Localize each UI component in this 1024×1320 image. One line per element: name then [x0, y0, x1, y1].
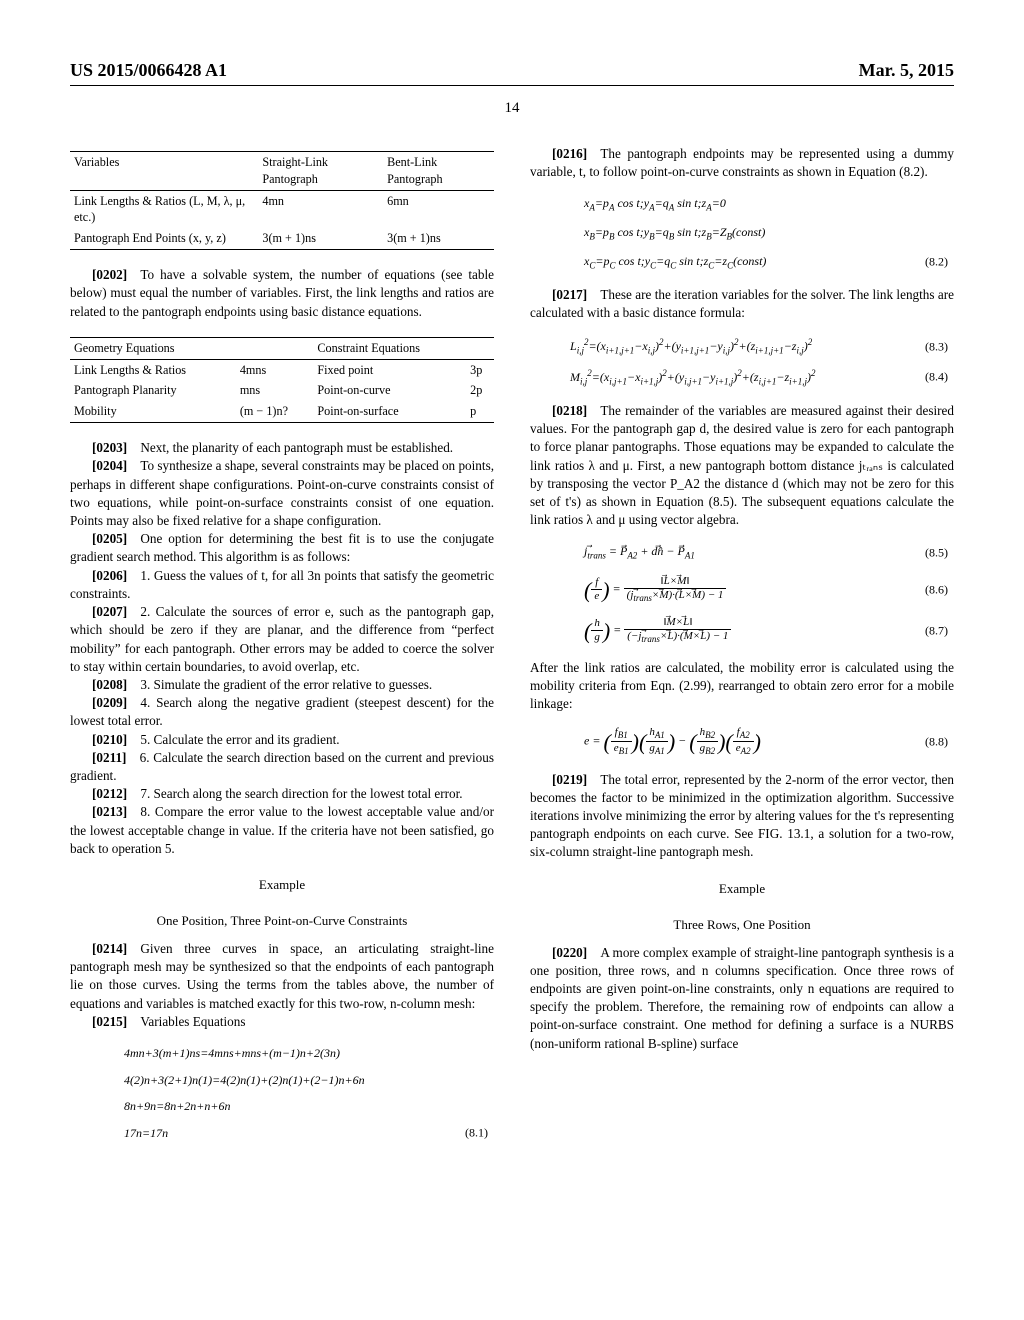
t2-h3 — [466, 337, 494, 359]
para-0211: [0211] 6. Calculate the search direction… — [70, 749, 494, 785]
eq82-line2: xB=pB cos t;yB=qB sin t;zB=ZB(const) — [584, 224, 954, 243]
para-0213: [0213] 8. Compare the error value to the… — [70, 803, 494, 858]
para-0218: [0218] The remainder of the variables ar… — [530, 402, 954, 530]
variables-table-1: Variables Straight-Link Pantograph Bent-… — [70, 151, 494, 250]
equation-8-5: jtrans = PA2 + dn̂ − PA1 (8.5) (fe) = ‖L… — [584, 543, 954, 644]
example-heading-1: Example — [70, 876, 494, 894]
eq82-line1: xA=pA cos t;yA=qA sin t;zA=0 — [584, 195, 954, 214]
t2-r0c0: Link Lengths & Ratios — [70, 359, 236, 380]
eq86-number: (8.6) — [925, 582, 948, 599]
page-number: 14 — [70, 100, 954, 117]
right-column: [0216] The pantograph endpoints may be r… — [530, 145, 954, 1155]
t2-h0: Geometry Equations — [70, 337, 236, 359]
eq81-line2: 4(2)n+3(2+1)n(1)=4(2)n(1)+(2)n(1)+(2−1)n… — [124, 1072, 494, 1089]
eq84-line: Mi,j2=(xi,j+1−xi+1,j)2+(yi,j+1−yi+1,j)2+… — [570, 367, 954, 388]
geometry-table-2: Geometry Equations Constraint Equations … — [70, 337, 494, 423]
t1-r0c1: 4mn — [258, 190, 383, 228]
para-0208: [0208] 3. Simulate the gradient of the e… — [70, 676, 494, 694]
t1-r1c0: Pantograph End Points (x, y, z) — [70, 228, 258, 249]
equation-8-8: e = (fB1eB1)(hA1gA1) − (hB2gB2)(fA2eA2) … — [584, 727, 954, 756]
eq87-line: (hg) = ‖M×L‖(−jtrans×L)·(M×L) − 1 (8.7) — [584, 617, 954, 644]
para-0210: [0210] 5. Calculate the error and its gr… — [70, 731, 494, 749]
eq85-number: (8.5) — [925, 545, 948, 562]
eq88-number: (8.8) — [925, 734, 948, 751]
t2-r2c3: p — [466, 401, 494, 422]
example-heading-2: Example — [530, 880, 954, 898]
eq81-number: (8.1) — [465, 1125, 488, 1142]
t1-h2: Bent-Link Pantograph — [383, 152, 494, 191]
para-0207: [0207] 2. Calculate the sources of error… — [70, 603, 494, 676]
t2-r2c1: (m − 1)n? — [236, 401, 314, 422]
para-0216: [0216] The pantograph endpoints may be r… — [530, 145, 954, 181]
eq84-number: (8.4) — [925, 369, 948, 386]
para-0215: [0215] Variables Equations — [70, 1013, 494, 1031]
example-subheading-1: One Position, Three Point-on-Curve Const… — [70, 912, 494, 930]
t2-r0c1: 4mns — [236, 359, 314, 380]
t1-h1: Straight-Link Pantograph — [258, 152, 383, 191]
page-header: US 2015/0066428 A1 Mar. 5, 2015 — [70, 60, 954, 86]
t2-h1 — [236, 337, 314, 359]
equation-8-2: xA=pA cos t;yA=qA sin t;zA=0 xB=pB cos t… — [584, 195, 954, 271]
eq83-line: Li,j2=(xi+1,j+1−xi,j)2+(yi+1,j+1−yi,j)2+… — [570, 336, 954, 357]
eq85-line: jtrans = PA2 + dn̂ − PA1 (8.5) — [584, 543, 954, 562]
t2-r1c3: 2p — [466, 380, 494, 401]
t1-r0c0: Link Lengths & Ratios (L, M, λ, μ, etc.) — [70, 190, 258, 228]
t1-h0: Variables — [70, 152, 258, 191]
t1-r0c2: 6mn — [383, 190, 494, 228]
para-0217: [0217] These are the iteration variables… — [530, 286, 954, 322]
para-0219: [0219] The total error, represented by t… — [530, 771, 954, 862]
t1-r1c1: 3(m + 1)ns — [258, 228, 383, 249]
equation-8-3: Li,j2=(xi+1,j+1−xi,j)2+(yi+1,j+1−yi,j)2+… — [570, 336, 954, 388]
eq81-line4-text: 17n=17n — [124, 1126, 168, 1140]
para-0212: [0212] 7. Search along the search direct… — [70, 785, 494, 803]
eq87-number: (8.7) — [925, 623, 948, 640]
para-0214: [0214] Given three curves in space, an a… — [70, 940, 494, 1013]
patent-number: US 2015/0066428 A1 — [70, 60, 227, 81]
eq81-line3: 8n+9n=8n+2n+n+6n — [124, 1098, 494, 1115]
left-column: Variables Straight-Link Pantograph Bent-… — [70, 145, 494, 1155]
equation-8-1: 4mn+3(m+1)ns=4mns+mns+(m−1)n+2(3n) 4(2)n… — [124, 1045, 494, 1141]
eq82-line3: xC=pC cos t;yC=qC sin t;zC=zC(const) (8.… — [584, 253, 954, 272]
t2-r1c0: Pantograph Planarity — [70, 380, 236, 401]
para-0206: [0206] 1. Guess the values of t, for all… — [70, 567, 494, 603]
para-0204: [0204] To synthesize a shape, several co… — [70, 457, 494, 530]
t1-r1c2: 3(m + 1)ns — [383, 228, 494, 249]
eq83-number: (8.3) — [925, 338, 948, 355]
t2-r1c1: mns — [236, 380, 314, 401]
para-0209: [0209] 4. Search along the negative grad… — [70, 694, 494, 730]
para-0203: [0203] Next, the planarity of each panto… — [70, 439, 494, 457]
eq81-line4: 17n=17n (8.1) — [124, 1125, 494, 1142]
para-0202: [0202] To have a solvable system, the nu… — [70, 266, 494, 321]
eq86-line: (fe) = ‖L×M‖(jtrans×M)·(L×M) − 1 (8.6) — [584, 576, 954, 603]
t2-r0c3: 3p — [466, 359, 494, 380]
patent-date: Mar. 5, 2015 — [859, 60, 954, 81]
para-0218b: After the link ratios are calculated, th… — [530, 659, 954, 714]
t2-r2c2: Point-on-surface — [313, 401, 466, 422]
t2-r2c0: Mobility — [70, 401, 236, 422]
eq81-line1: 4mn+3(m+1)ns=4mns+mns+(m−1)n+2(3n) — [124, 1045, 494, 1062]
para-0220: [0220] A more complex example of straigh… — [530, 944, 954, 1053]
example-subheading-2: Three Rows, One Position — [530, 916, 954, 934]
para-0205: [0205] One option for determining the be… — [70, 530, 494, 566]
t2-r0c2: Fixed point — [313, 359, 466, 380]
t2-h2: Constraint Equations — [313, 337, 466, 359]
eq82-number: (8.2) — [925, 254, 948, 271]
t2-r1c2: Point-on-curve — [313, 380, 466, 401]
eq88-line: e = (fB1eB1)(hA1gA1) − (hB2gB2)(fA2eA2) … — [584, 727, 954, 756]
